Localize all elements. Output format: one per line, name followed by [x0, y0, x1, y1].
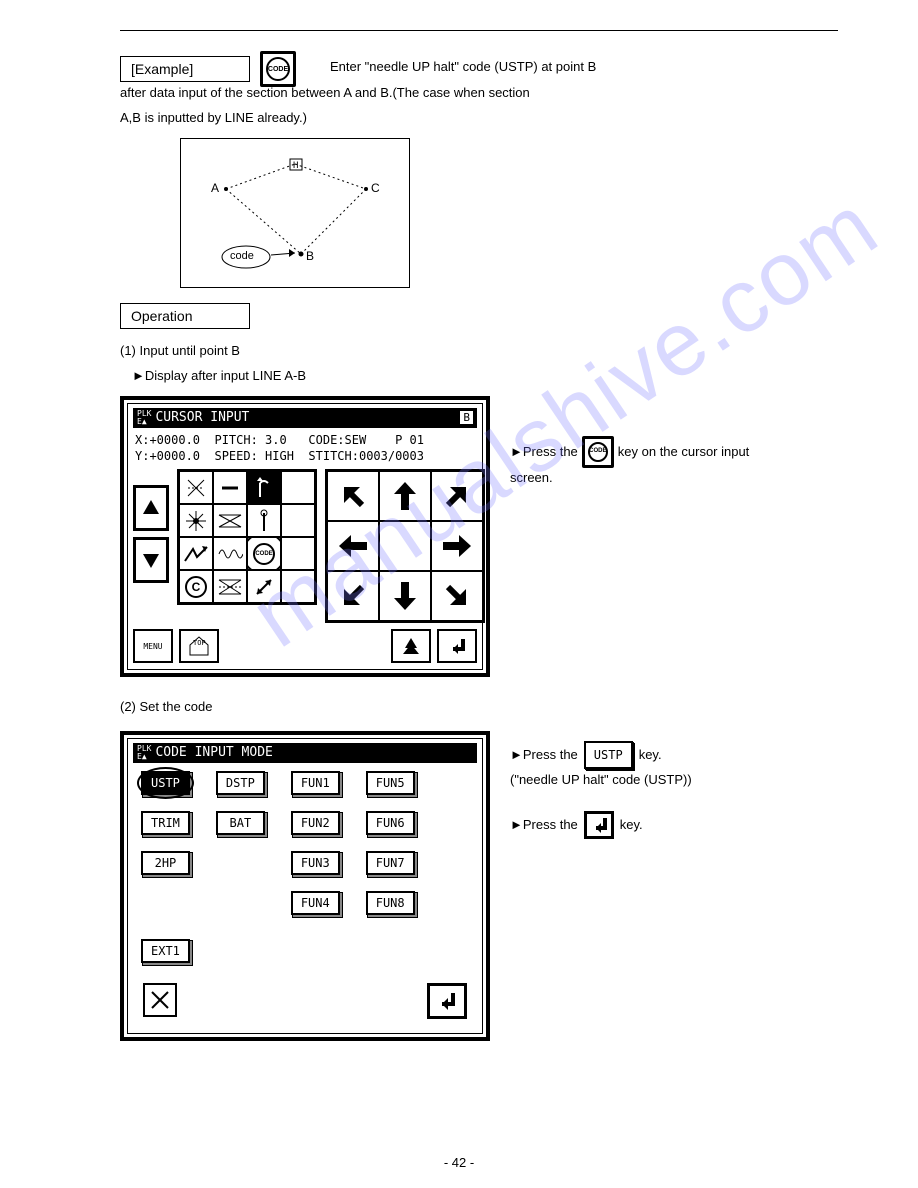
step1-press-b: key on the cursor input [618, 442, 750, 462]
enter-button-lcd2[interactable] [427, 983, 467, 1019]
arrow-up-right[interactable] [432, 472, 482, 520]
enter-icon-inline [584, 811, 614, 839]
page-number: - 42 - [444, 1155, 474, 1170]
step2d: ►Press the [510, 814, 578, 836]
icon-fn-16[interactable] [281, 570, 315, 603]
icon-fn-4[interactable] [281, 471, 315, 504]
diagram-label-c: C [371, 181, 380, 195]
fun7-button[interactable]: FUN7 [366, 851, 415, 875]
fun2-button[interactable]: FUN2 [291, 811, 340, 835]
diagram-label-a: A [211, 181, 219, 195]
operation-label: Operation [120, 303, 250, 329]
fun4-button[interactable]: FUN4 [291, 891, 340, 915]
icon-fn-14[interactable] [213, 570, 247, 603]
icon-fn-8[interactable] [281, 504, 315, 537]
svg-text:TOP: TOP [193, 639, 206, 647]
icon-fn-10[interactable] [213, 537, 247, 570]
arrow-down[interactable] [380, 572, 430, 620]
2hp-button[interactable]: 2HP [141, 851, 190, 875]
top-button[interactable]: TOP [179, 629, 219, 663]
fun6-button[interactable]: FUN6 [366, 811, 415, 835]
tree-button[interactable] [391, 629, 431, 663]
icon-fn-1[interactable] [179, 471, 213, 504]
icon-fn-6[interactable] [213, 504, 247, 537]
step-1a: ►Display after input LINE A-B [132, 366, 838, 386]
ustp-button[interactable]: USTP [141, 771, 190, 795]
step2e: key. [620, 814, 643, 836]
menu-button[interactable]: MENU [133, 629, 173, 663]
icon-expand[interactable] [247, 570, 281, 603]
scroll-down-button[interactable] [133, 537, 169, 583]
trim-button[interactable]: TRIM [141, 811, 190, 835]
arrow-up-left[interactable] [328, 472, 378, 520]
sewing-diagram: H A C B code [180, 138, 410, 288]
step1-press-c: screen. [510, 468, 749, 488]
bat-button[interactable]: BAT [216, 811, 265, 835]
step2c: ("needle UP halt" code (USTP)) [510, 769, 692, 791]
code-icon: CODE [260, 51, 296, 87]
icon-fn-7[interactable] [247, 504, 281, 537]
function-icon-grid: CODE C [177, 469, 317, 605]
icon-copyright[interactable]: C [179, 570, 213, 603]
step-1-heading: (1) Input until point B [120, 341, 838, 361]
lcd-cursor-input: PLKE▲ CURSOR INPUT B X:+0000.0 PITCH: 3.… [120, 396, 490, 678]
plk-logo: PLKE▲ [137, 410, 151, 426]
svg-text:H: H [293, 161, 298, 171]
arrow-right[interactable] [432, 522, 482, 570]
intro-text-3: A,B is inputted by LINE already.) [120, 108, 838, 128]
ext1-button[interactable]: EXT1 [141, 939, 190, 963]
lcd2-title: CODE INPUT MODE [155, 745, 272, 760]
arrow-down-left[interactable] [328, 572, 378, 620]
intro-text-1: Enter "needle UP halt" code (USTP) at po… [330, 57, 838, 77]
top-rule [120, 30, 838, 31]
enter-button-lcd1[interactable] [437, 629, 477, 663]
diagram-label-b: B [306, 249, 314, 263]
lcd1-title: CURSOR INPUT [155, 410, 249, 425]
icon-fn-9[interactable] [179, 537, 213, 570]
lcd-code-input-mode: PLKE▲ CODE INPUT MODE USTP TRIM 2HP DSTP… [120, 731, 490, 1041]
ustp-inline: USTP [584, 741, 633, 769]
arrow-up[interactable] [380, 472, 430, 520]
lcd1-flag: B [460, 411, 473, 424]
cancel-button[interactable] [143, 983, 177, 1017]
step1-press-a: ►Press the [510, 442, 578, 462]
arrow-center [380, 522, 430, 570]
icon-fn-12[interactable] [281, 537, 315, 570]
fun5-button[interactable]: FUN5 [366, 771, 415, 795]
code-button[interactable]: CODE [247, 537, 281, 570]
icon-fn-2[interactable] [213, 471, 247, 504]
arrow-down-right[interactable] [432, 572, 482, 620]
intro-text-2: after data input of the section between … [120, 83, 838, 103]
step2b: key. [639, 744, 662, 766]
step-2-heading: (2) Set the code [120, 697, 838, 717]
arrow-left[interactable] [328, 522, 378, 570]
dstp-button[interactable]: DSTP [216, 771, 265, 795]
example-label: [Example] [120, 56, 250, 82]
fun1-button[interactable]: FUN1 [291, 771, 340, 795]
plk-logo-2: PLKE▲ [137, 745, 151, 761]
fun8-button[interactable]: FUN8 [366, 891, 415, 915]
icon-fn-3[interactable] [247, 471, 281, 504]
scroll-up-button[interactable] [133, 485, 169, 531]
step2a: ►Press the [510, 744, 578, 766]
code-icon-text: CODE [266, 57, 290, 81]
lcd1-status: X:+0000.0 PITCH: 3.0 CODE:SEW P 01 Y:+00… [133, 428, 477, 470]
cursor-arrow-pad [325, 469, 485, 623]
fun3-button[interactable]: FUN3 [291, 851, 340, 875]
icon-fn-5[interactable] [179, 504, 213, 537]
code-icon-inline: CODE [582, 436, 614, 468]
diagram-label-code: code [230, 250, 254, 262]
